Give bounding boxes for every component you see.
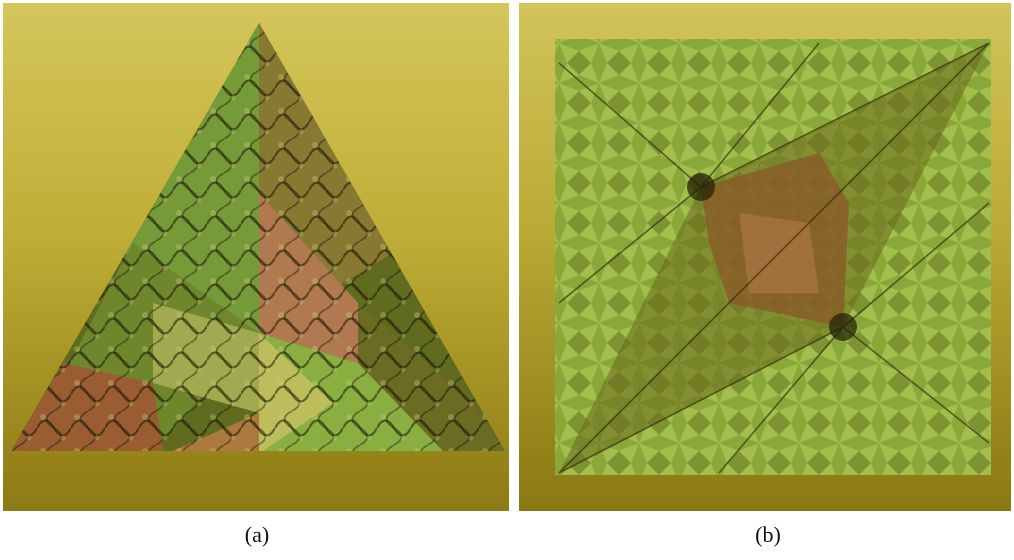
caption-a: (a) [244,522,270,547]
triangle-tiling-panel [3,3,509,511]
caption-b: (b) [755,522,781,547]
square-tiling-image [555,39,991,475]
square-tiling-panel [519,3,1011,511]
triangle-tiling-image [11,23,505,451]
